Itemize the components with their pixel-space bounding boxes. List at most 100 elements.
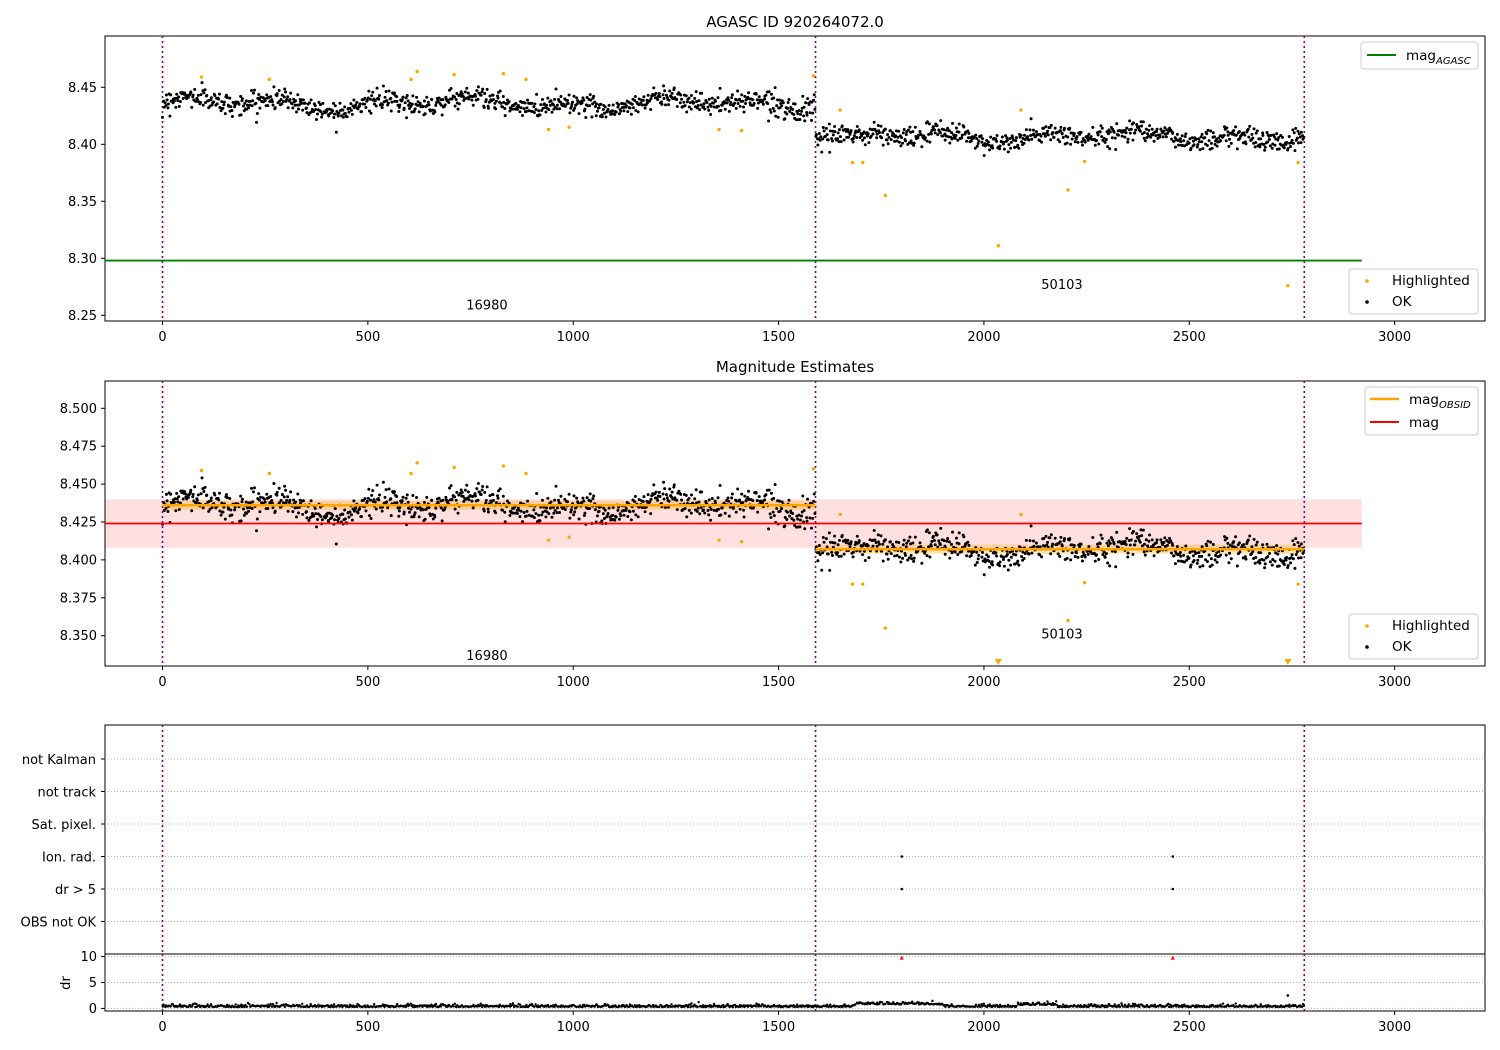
- ok-point: [395, 495, 399, 499]
- ok-point: [408, 101, 412, 105]
- ok-point: [166, 106, 170, 110]
- ok-point: [675, 498, 679, 502]
- ok-point: [1072, 544, 1076, 548]
- highlighted-point: [199, 468, 204, 473]
- ok-point: [1072, 132, 1076, 136]
- ok-point: [332, 115, 336, 119]
- ok-point: [611, 109, 615, 113]
- ok-point: [1192, 143, 1196, 147]
- ok-point: [803, 527, 807, 531]
- dr-point: [686, 1005, 690, 1009]
- ok-point: [400, 499, 404, 503]
- ok-point: [411, 94, 415, 98]
- ok-point: [1253, 145, 1257, 149]
- ok-point: [941, 134, 945, 138]
- ok-point: [901, 141, 905, 145]
- ok-point: [611, 506, 615, 510]
- ok-point: [494, 107, 498, 111]
- ok-point: [791, 512, 795, 516]
- ok-point: [244, 99, 248, 103]
- ok-point: [1228, 551, 1232, 555]
- ok-point: [441, 498, 445, 502]
- highlighted-point: [501, 71, 506, 76]
- ok-point: [894, 540, 898, 544]
- ok-point: [300, 101, 304, 105]
- ok-point: [1103, 140, 1107, 144]
- ok-point: [1102, 550, 1106, 554]
- ok-point: [486, 106, 490, 110]
- ok-point: [1269, 133, 1273, 137]
- ok-point: [812, 499, 816, 503]
- ok-point: [1203, 136, 1207, 140]
- x-axis-ticks: 0 500 1000 1500 2000 2500 3000: [158, 666, 1411, 690]
- svg-text:magAGASC: magAGASC: [1406, 48, 1471, 67]
- ok-point: [1002, 555, 1006, 559]
- ok-point: [1277, 564, 1281, 568]
- dr-point: [538, 1005, 542, 1008]
- ok-point: [1200, 140, 1204, 144]
- ok-point: [1273, 559, 1277, 563]
- ok-point: [909, 553, 913, 557]
- ok-point: [595, 514, 599, 518]
- dr-point: [1004, 1005, 1007, 1008]
- ok-point: [847, 135, 851, 139]
- dr-point: [233, 1005, 236, 1008]
- ok-point: [646, 93, 650, 97]
- ok-point: [1020, 140, 1024, 144]
- ok-point: [284, 488, 288, 492]
- ok-point: [1232, 540, 1236, 544]
- ok-point: [551, 505, 555, 509]
- highlighted-point: [546, 538, 551, 542]
- ok-point: [540, 498, 544, 502]
- ok-point: [600, 115, 604, 119]
- dr-point: [497, 1005, 501, 1009]
- ok-point: [1255, 540, 1259, 544]
- flag-row-label: OBS not OK: [21, 916, 97, 931]
- dr-point: [530, 1002, 534, 1006]
- ok-point: [540, 513, 544, 517]
- dr-point: [1220, 1005, 1224, 1008]
- ok-point: [488, 494, 492, 498]
- ok-point: [709, 518, 713, 522]
- ok-point: [247, 509, 251, 513]
- ok-point: [712, 508, 716, 512]
- ok-point: [272, 85, 276, 89]
- obsid-boundaries: [161, 725, 1306, 954]
- ok-point: [976, 142, 980, 146]
- ok-point: [1110, 136, 1114, 140]
- ok-point: [577, 112, 581, 116]
- ok-point: [1046, 133, 1050, 137]
- ok-point: [511, 107, 515, 111]
- ok-point: [244, 500, 248, 504]
- ok-point: [1294, 537, 1298, 541]
- ok-point: [351, 507, 355, 511]
- dr-point: [271, 1002, 275, 1006]
- ok-point: [389, 497, 393, 501]
- ok-point: [697, 99, 701, 103]
- ok-point: [1235, 147, 1239, 151]
- ok-point: [282, 495, 286, 499]
- ok-point: [766, 102, 770, 106]
- ok-point: [906, 128, 910, 132]
- ok-point: [628, 510, 632, 514]
- ok-point: [1215, 551, 1219, 555]
- ok-point: [687, 497, 691, 501]
- ok-point: [553, 498, 557, 502]
- ok-point: [219, 513, 223, 517]
- ok-point: [913, 535, 917, 539]
- ok-point: [1198, 148, 1202, 152]
- ok-point: [523, 101, 527, 105]
- ok-point: [812, 492, 816, 496]
- ok-point: [885, 552, 889, 556]
- ok-point: [1182, 144, 1186, 148]
- ok-point: [1150, 538, 1154, 542]
- ok-point: [377, 493, 381, 497]
- ok-point: [820, 150, 824, 154]
- ok-point: [801, 494, 805, 498]
- ok-point: [291, 510, 295, 514]
- ok-point: [774, 114, 778, 118]
- ok-point: [718, 484, 722, 488]
- dr-point: [269, 1002, 272, 1006]
